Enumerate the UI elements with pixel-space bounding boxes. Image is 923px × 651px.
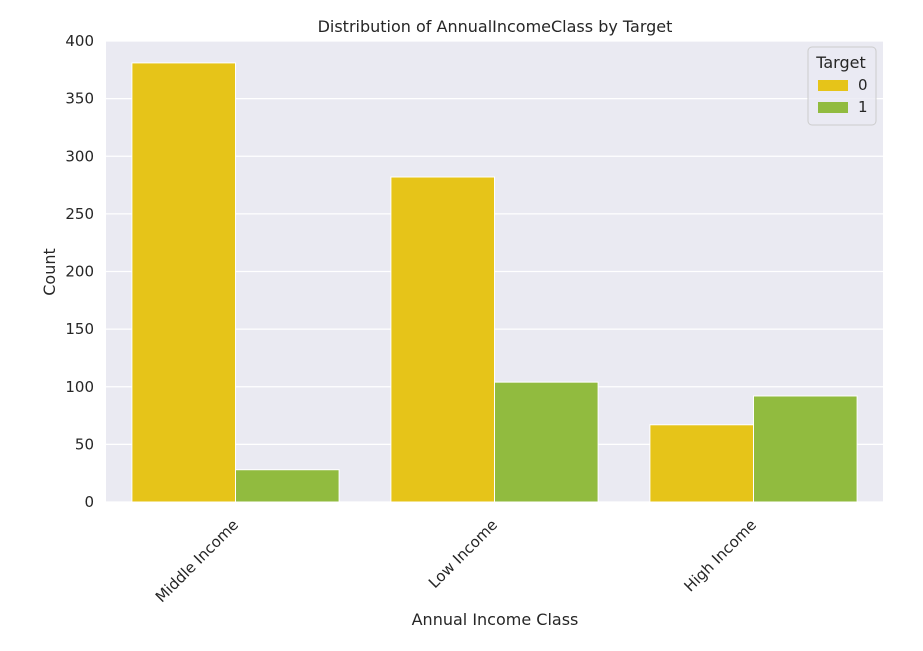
y-tick-label: 200 bbox=[65, 263, 94, 281]
y-tick-label: 350 bbox=[65, 90, 94, 108]
bar bbox=[494, 381, 599, 503]
y-tick-labels: 0 50 100 150 200 250 300 350 400 bbox=[65, 32, 94, 511]
legend-swatch bbox=[818, 102, 848, 113]
y-tick-label: 250 bbox=[65, 205, 94, 223]
y-tick-label: 150 bbox=[65, 320, 94, 338]
x-tick-label: High Income bbox=[681, 516, 761, 596]
x-tick-label: Low Income bbox=[425, 516, 501, 592]
bar bbox=[131, 62, 236, 503]
x-tick-labels: Middle Income Low Income High Income bbox=[152, 516, 760, 606]
y-tick-label: 0 bbox=[84, 493, 94, 511]
y-tick-label: 400 bbox=[65, 32, 94, 50]
y-tick-label: 100 bbox=[65, 378, 94, 396]
x-axis-label: Annual Income Class bbox=[412, 610, 579, 629]
bar bbox=[753, 395, 858, 503]
y-tick-label: 300 bbox=[65, 147, 94, 165]
y-axis-label: Count bbox=[40, 248, 59, 296]
legend: Target 0 1 bbox=[807, 46, 877, 126]
legend-swatch bbox=[818, 80, 848, 91]
bar bbox=[649, 424, 755, 503]
bar bbox=[235, 469, 340, 503]
chart-title: Distribution of AnnualIncomeClass by Tar… bbox=[318, 17, 673, 36]
bars bbox=[131, 62, 858, 503]
legend-label: 0 bbox=[858, 76, 868, 94]
bar bbox=[390, 176, 495, 503]
y-tick-label: 50 bbox=[75, 435, 94, 453]
x-tick-label: Middle Income bbox=[152, 516, 242, 606]
legend-label: 1 bbox=[858, 98, 868, 116]
legend-title: Target bbox=[815, 53, 866, 72]
